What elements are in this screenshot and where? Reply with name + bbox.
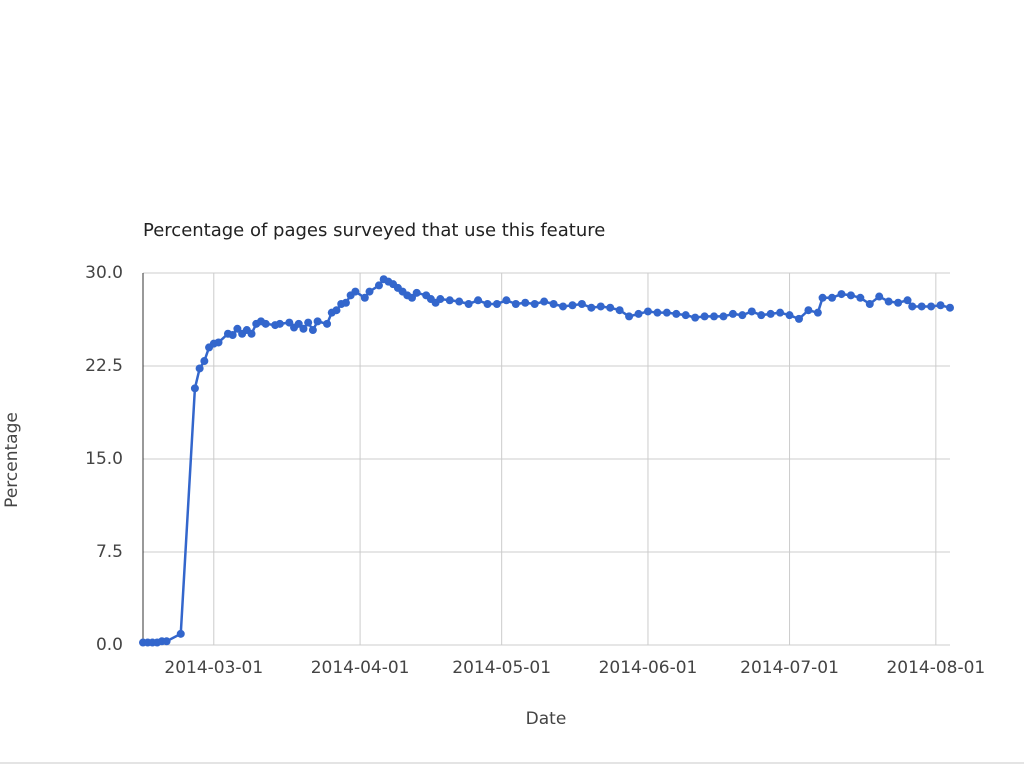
data-point [308,326,317,335]
x-tick-label: 2014-07-01 [740,658,839,678]
data-point [200,357,209,366]
data-point [875,292,884,301]
data-point [247,329,256,338]
data-point [615,306,624,315]
data-point [228,331,237,339]
x-tick-label: 2014-08-01 [886,658,985,678]
data-point [176,629,185,638]
data-point [936,301,945,310]
data-point [710,312,719,321]
data-point [728,309,737,318]
data-point [856,293,865,302]
data-point [946,303,954,312]
data-point [233,324,242,333]
data-point [275,319,284,328]
data-point [549,300,558,308]
data-point [360,293,369,302]
data-point [436,295,445,304]
data-point [474,296,483,305]
y-tick-label: 0.0 [96,635,123,655]
data-point [464,300,473,308]
x-tick-label: 2014-04-01 [311,658,410,678]
data-point [162,637,171,646]
data-point [747,307,756,316]
data-point [927,302,936,311]
data-point [214,338,223,347]
data-point [577,300,586,308]
data-point [738,311,747,320]
x-tick-label: 2014-06-01 [599,658,698,678]
data-point [700,312,709,321]
data-point [681,311,690,320]
data-point [511,300,520,308]
data-point [757,311,766,320]
data-point [719,312,728,321]
data-point [813,308,822,317]
data-point [662,308,671,317]
data-point [408,293,416,302]
data-point [323,319,332,328]
data-point [903,296,912,305]
data-point [672,309,681,318]
data-point [846,291,855,300]
data-line [143,277,951,644]
data-point [455,297,464,306]
data-point [653,308,662,317]
data-point [540,297,549,306]
data-point [596,302,605,311]
y-tick-label: 30.0 [85,263,123,283]
data-point [195,364,204,373]
y-axis-label: Percentage [2,412,22,508]
data-point [412,288,421,297]
data-point [341,298,350,307]
data-point [568,301,577,310]
data-point [261,319,270,328]
data-point [818,293,827,302]
data-point [587,303,596,312]
y-tick-label: 22.5 [85,356,123,376]
data-point [785,311,794,320]
chart-title: Percentage of pages surveyed that use th… [143,220,605,241]
data-point [559,302,568,311]
data-point [502,296,511,305]
data-point [313,317,322,326]
data-point [332,306,341,315]
data-point [351,287,360,296]
data-point [285,318,294,327]
y-tick-label: 15.0 [85,449,123,469]
data-point [691,313,700,322]
data-point [365,287,374,296]
data-point [884,297,893,306]
data-point [917,302,926,311]
data-point [643,307,652,316]
y-tick-label: 7.5 [96,542,123,562]
data-point [794,314,803,323]
data-point [299,324,308,333]
data-point [776,308,785,317]
data-point [374,281,383,290]
x-tick-label: 2014-03-01 [164,658,263,678]
data-point [766,309,775,318]
data-point [445,296,454,305]
x-axis-label: Date [526,709,567,729]
data-point [190,384,199,393]
data-point [294,319,303,328]
data-point [521,298,530,307]
data-point [492,300,501,308]
data-point [865,300,874,308]
data-point [606,303,615,312]
data-point [804,306,813,315]
data-point [828,293,837,302]
data-point [908,302,917,311]
data-point [634,309,643,318]
data-point [894,298,903,307]
data-point [483,300,492,308]
data-point [304,318,313,327]
data-point [625,312,634,321]
data-point [837,290,846,299]
x-tick-label: 2014-05-01 [452,658,551,678]
data-point [530,300,539,308]
